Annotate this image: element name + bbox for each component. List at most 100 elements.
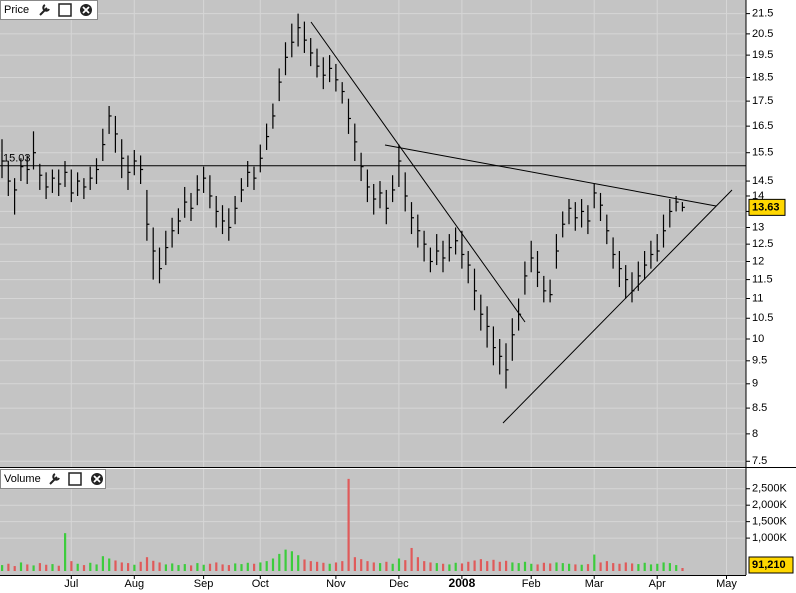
- grid: [0, 0, 746, 575]
- y-tick-label: 1,500K: [752, 516, 788, 528]
- x-tick-label: May: [716, 578, 737, 590]
- y-tick-label: 11.5: [752, 274, 773, 286]
- volume-bar: [391, 563, 394, 571]
- volume-bar: [568, 563, 571, 571]
- y-tick-label: 10: [752, 333, 764, 345]
- y-tick-label: 16.5: [752, 120, 773, 132]
- volume-bar: [429, 562, 432, 571]
- volume-bar: [404, 560, 407, 571]
- volume-bar: [139, 561, 142, 571]
- y-tick-label: 15.5: [752, 147, 773, 159]
- volume-bar: [108, 558, 111, 571]
- volume-bar: [309, 561, 312, 571]
- volume-bar: [542, 562, 545, 571]
- volume-bar: [397, 558, 401, 571]
- volume-bar: [114, 560, 117, 571]
- volume-bar: [561, 563, 564, 571]
- volume-bar: [190, 565, 193, 571]
- price-header: Price: [0, 0, 98, 20]
- settings-icon[interactable]: [39, 4, 50, 16]
- volume-bar: [234, 563, 237, 571]
- volume-bar: [442, 563, 445, 571]
- x-tick-label: Jul: [64, 578, 78, 590]
- volume-bar: [448, 564, 451, 571]
- y-tick-label: 2,500K: [752, 483, 788, 495]
- volume-bar: [221, 564, 224, 571]
- volume-bar: [19, 562, 23, 571]
- x-tick-label: Oct: [252, 578, 269, 590]
- reference-label: 15.03: [3, 153, 31, 165]
- volume-bar: [196, 563, 199, 571]
- y-tick-label: 11: [752, 292, 763, 304]
- y-tick-label: 2,000K: [752, 499, 788, 511]
- volume-bar: [208, 563, 212, 571]
- volume-bar: [183, 564, 186, 571]
- volume-bar: [177, 565, 180, 571]
- volume-bar: [624, 562, 627, 571]
- volume-bar: [202, 564, 205, 571]
- volume-bar: [410, 547, 413, 571]
- volume-bar: [95, 564, 98, 571]
- volume-bar: [38, 563, 41, 571]
- volume-header: Volume: [0, 469, 106, 489]
- volume-bar: [668, 563, 671, 571]
- price-plot-area: [0, 0, 746, 467]
- volume-bar: [145, 557, 149, 571]
- volume-bar: [158, 562, 161, 571]
- volume-bar: [505, 560, 508, 571]
- y-tick-label: 8.5: [752, 402, 767, 414]
- last-volume-label: 91,210: [752, 559, 786, 571]
- volume-bar: [467, 561, 470, 571]
- volume-bar: [416, 557, 419, 571]
- volume-bar: [101, 556, 104, 571]
- close-icon-x: [93, 475, 101, 483]
- volume-bar: [605, 561, 608, 571]
- volume-bar: [246, 562, 249, 571]
- y-tick-label: 19.5: [752, 49, 773, 61]
- x-tick-label: Nov: [326, 578, 346, 590]
- volume-bar: [492, 559, 495, 571]
- x-tick-label: 2008: [449, 576, 476, 590]
- volume-bar: [385, 561, 388, 571]
- volume-bar: [372, 562, 375, 571]
- marks: [1, 13, 685, 571]
- settings-icon[interactable]: [49, 473, 60, 485]
- volume-bar: [523, 561, 527, 571]
- volume-bar: [454, 562, 457, 571]
- volume-bar: [473, 560, 476, 571]
- trend-line: [384, 144, 717, 207]
- trend-line: [310, 21, 526, 323]
- volume-bar: [32, 565, 35, 571]
- y-tick-label: 1,000K: [752, 532, 788, 544]
- volume-bar: [89, 562, 92, 571]
- volume-bar: [76, 563, 79, 571]
- volume-bar: [511, 562, 514, 571]
- volume-bar: [45, 564, 48, 571]
- y-tick-label: 14.5: [752, 175, 773, 187]
- volume-bar: [353, 557, 356, 571]
- volume-bar: [549, 563, 552, 571]
- panel-title: Price: [4, 4, 29, 16]
- volume-bar: [7, 563, 10, 571]
- y-tick-label: 21.5: [752, 8, 773, 20]
- volume-bar: [379, 563, 382, 571]
- volume-bar: [303, 559, 306, 571]
- window-icon[interactable]: [58, 3, 72, 17]
- volume-bar: [599, 562, 602, 571]
- volume-bar: [498, 561, 501, 571]
- panel-title: Volume: [4, 473, 41, 485]
- window-icon[interactable]: [68, 472, 82, 486]
- y-tick-label: 20.5: [752, 28, 773, 40]
- volume-bar: [593, 554, 596, 571]
- y-tick-label: 12.5: [752, 238, 773, 250]
- y-tick-label: 17.5: [752, 95, 773, 107]
- volume-bar: [328, 563, 331, 571]
- volume-bar: [486, 561, 489, 571]
- volume-bar: [675, 565, 678, 571]
- volume-bar: [215, 562, 218, 571]
- volume-bar: [341, 561, 344, 571]
- volume-bar: [1, 565, 4, 571]
- volume-bar: [435, 563, 438, 571]
- y-tick-label: 18.5: [752, 71, 773, 83]
